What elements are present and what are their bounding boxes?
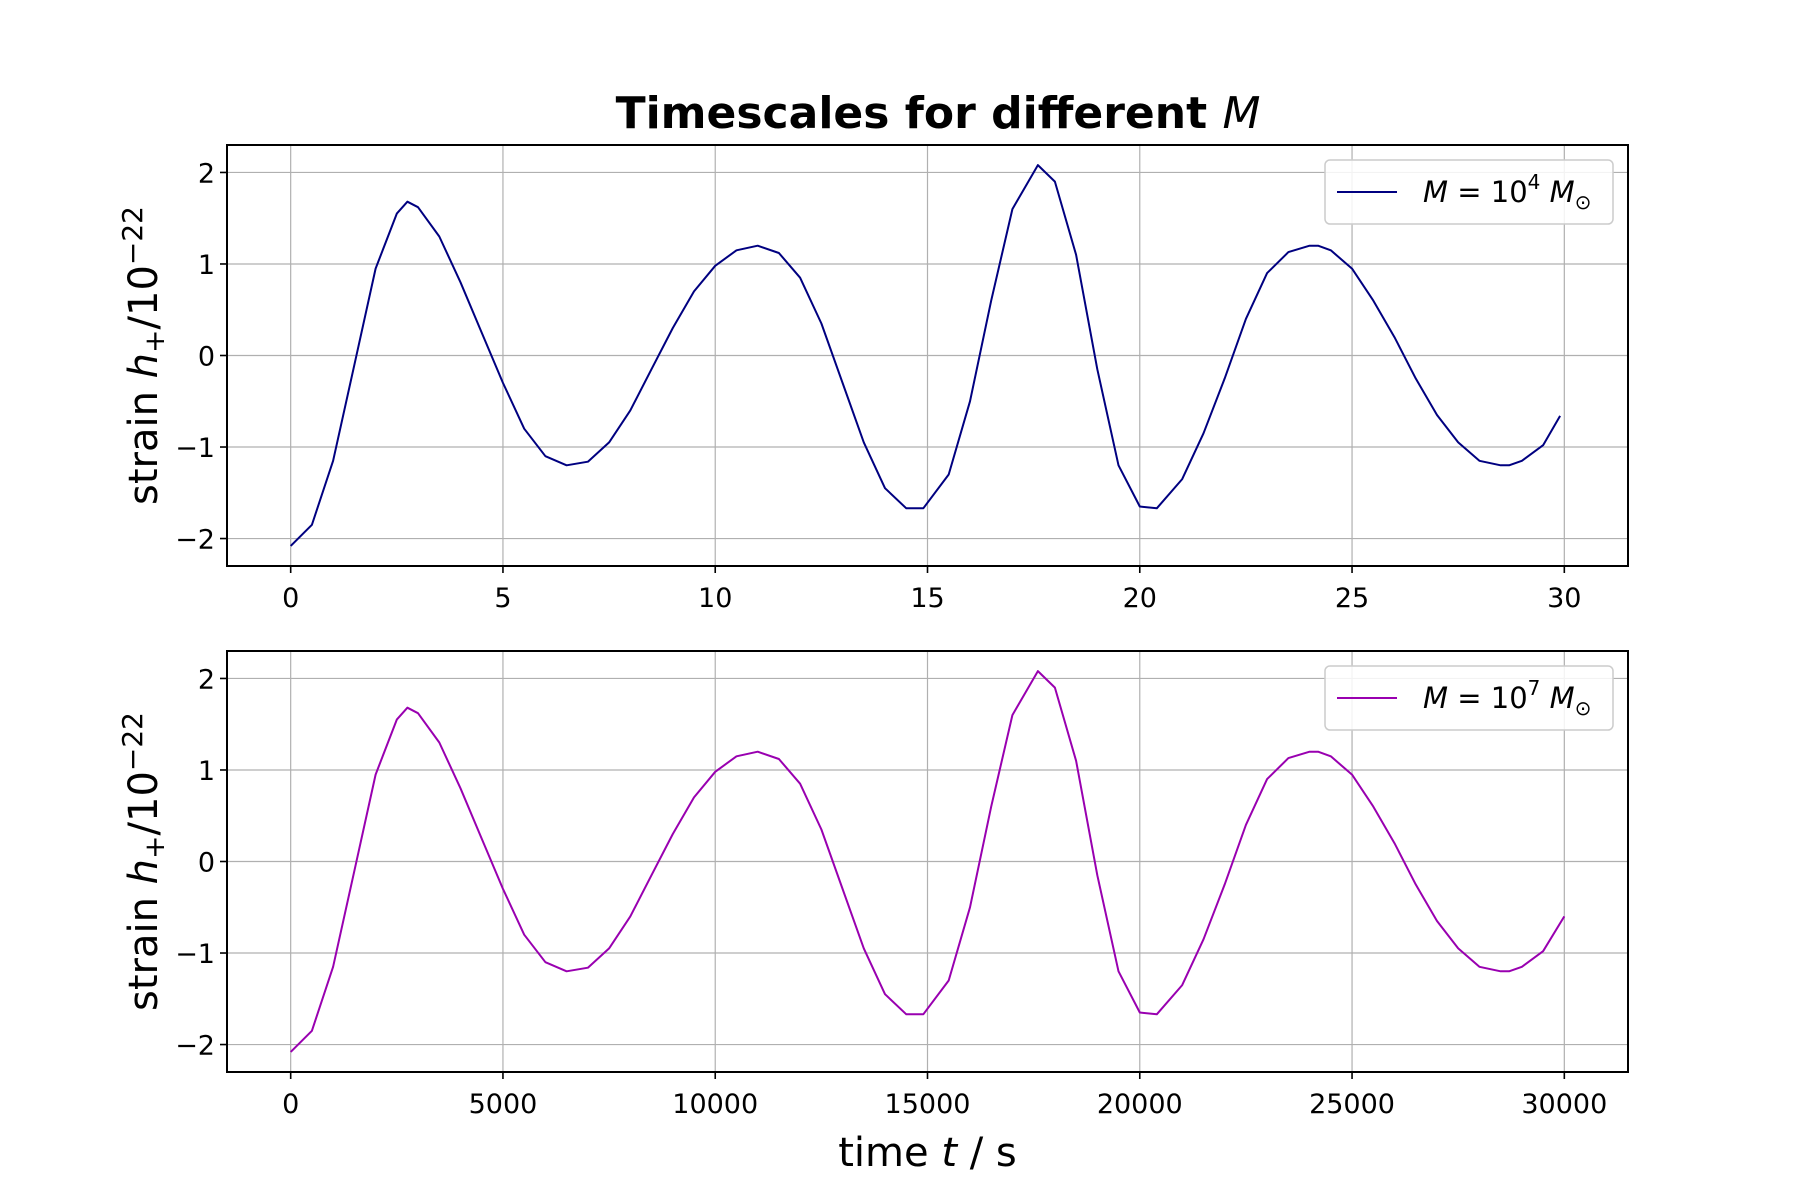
series-line — [289, 164, 1561, 547]
x-tick-label: 15000 — [885, 1089, 971, 1120]
legend-equals-base: = 10 — [1448, 175, 1528, 209]
legend: M = 104 M⊙ — [1324, 159, 1614, 225]
y-label-exponent: −22 — [116, 206, 149, 265]
y-tick-label: 1 — [198, 250, 215, 281]
y-tick-label: −1 — [175, 939, 215, 970]
chart-title: Timescales for different M — [616, 88, 1261, 139]
x-axis-label: time t / s — [838, 1130, 1017, 1176]
title-symbol: M — [1222, 88, 1260, 139]
x-tick-label: 20000 — [1097, 1089, 1183, 1120]
y-tick-label: 2 — [198, 664, 215, 695]
y-tick-label: −2 — [175, 1031, 215, 1062]
y-label-prefix: strain — [121, 884, 167, 1011]
y-axis-label: strain h+/10−22 — [116, 206, 171, 505]
y-label-symbol: h — [121, 353, 167, 378]
x-tick-label: 5000 — [469, 1089, 538, 1120]
y-tick-label: 0 — [198, 342, 215, 373]
y-tick-label: 2 — [198, 158, 215, 189]
x-tick-label: 15 — [910, 583, 944, 614]
legend-exponent: 7 — [1528, 676, 1541, 700]
x-tick-label: 5 — [494, 583, 511, 614]
legend-box — [1324, 665, 1614, 731]
legend-unit: M — [1540, 681, 1574, 715]
x-tick-label: 25000 — [1309, 1089, 1395, 1120]
x-tick-label: 10 — [698, 583, 732, 614]
legend-label: M = 107 M⊙ — [1423, 676, 1591, 720]
x-tick-label: 25 — [1335, 583, 1369, 614]
y-tick-label: −2 — [175, 525, 215, 556]
y-tick-label: 0 — [198, 848, 215, 879]
x-label-symbol: t — [941, 1130, 958, 1176]
y-axis-label: strain h+/10−22 — [116, 712, 171, 1011]
legend-box — [1324, 159, 1614, 225]
legend-unit: M — [1540, 175, 1574, 209]
y-label-base: /10 — [121, 265, 167, 329]
legend-label: M = 104 M⊙ — [1423, 170, 1591, 214]
legend-mass-symbol: M — [1423, 681, 1448, 715]
y-label-symbol: h — [121, 859, 167, 884]
x-tick-label: 20 — [1123, 583, 1157, 614]
y-tick-label: −1 — [175, 433, 215, 464]
legend-solar-subscript: ⊙ — [1575, 696, 1592, 720]
x-tick-label: 30000 — [1521, 1089, 1607, 1120]
y-label-subscript: + — [138, 835, 171, 858]
x-label-prefix: time — [838, 1130, 941, 1176]
y-tick-label: 1 — [198, 756, 215, 787]
x-tick-label: 10000 — [672, 1089, 758, 1120]
y-label-subscript: + — [138, 329, 171, 352]
legend-exponent: 4 — [1528, 170, 1541, 194]
legend-solar-subscript: ⊙ — [1575, 190, 1592, 214]
x-tick-label: 30 — [1547, 583, 1581, 614]
title-text: Timescales for different — [616, 88, 1223, 139]
x-tick-label: 0 — [282, 583, 299, 614]
y-label-exponent: −22 — [116, 712, 149, 771]
series-line — [289, 670, 1566, 1053]
bottom-panel: 0 5000 10000 15000 20000 25000 30000 −2 −1 0 1 2 str… — [116, 650, 1629, 1176]
top-panel: 0 5 10 15 20 25 30 −2 −1 0 1 2 strain h+/10−22 M = 10… — [116, 144, 1629, 614]
y-label-base: /10 — [121, 771, 167, 835]
legend-equals-base: = 10 — [1448, 681, 1528, 715]
x-label-suffix: / s — [957, 1130, 1017, 1176]
legend-mass-symbol: M — [1423, 175, 1448, 209]
x-tick-label: 0 — [282, 1089, 299, 1120]
legend: M = 107 M⊙ — [1324, 665, 1614, 731]
y-label-prefix: strain — [121, 378, 167, 505]
